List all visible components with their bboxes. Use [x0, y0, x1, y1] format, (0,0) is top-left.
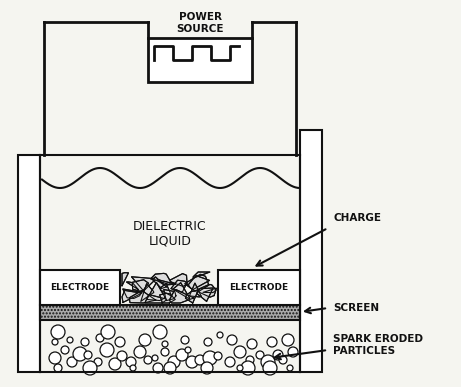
Circle shape: [234, 346, 246, 358]
Polygon shape: [173, 283, 189, 298]
Polygon shape: [141, 284, 154, 301]
Circle shape: [109, 358, 121, 370]
Circle shape: [214, 352, 222, 360]
Circle shape: [84, 351, 92, 359]
Circle shape: [261, 355, 275, 369]
Circle shape: [227, 335, 237, 345]
Bar: [148, 38, 252, 82]
Polygon shape: [171, 280, 187, 292]
Circle shape: [162, 341, 168, 347]
Polygon shape: [151, 273, 171, 284]
Circle shape: [67, 337, 73, 343]
Circle shape: [101, 325, 115, 339]
Circle shape: [217, 332, 223, 338]
Text: POWER
SOURCE: POWER SOURCE: [176, 12, 224, 34]
Polygon shape: [147, 283, 165, 301]
Circle shape: [61, 346, 69, 354]
Circle shape: [279, 356, 287, 364]
Circle shape: [282, 334, 294, 346]
Circle shape: [247, 339, 257, 349]
Bar: [300, 130, 322, 372]
Polygon shape: [188, 276, 210, 289]
Bar: [40, 305, 300, 320]
Text: ELECTRODE: ELECTRODE: [50, 283, 110, 292]
Circle shape: [185, 347, 191, 353]
Circle shape: [246, 356, 254, 364]
Bar: [218, 270, 300, 305]
Polygon shape: [122, 290, 142, 302]
Circle shape: [51, 325, 65, 339]
Polygon shape: [152, 277, 166, 288]
Circle shape: [52, 339, 58, 345]
Circle shape: [256, 351, 264, 359]
Circle shape: [288, 347, 298, 357]
Circle shape: [287, 365, 293, 371]
Bar: [18, 155, 40, 372]
Polygon shape: [197, 288, 213, 301]
Circle shape: [100, 343, 114, 357]
Circle shape: [81, 338, 89, 346]
Polygon shape: [193, 272, 210, 278]
Polygon shape: [189, 283, 201, 297]
Text: ELECTRODE: ELECTRODE: [230, 283, 289, 292]
Polygon shape: [203, 288, 216, 293]
Polygon shape: [164, 289, 176, 301]
Circle shape: [49, 352, 61, 364]
Circle shape: [203, 351, 217, 365]
Circle shape: [115, 337, 125, 347]
Bar: [40, 270, 120, 305]
Polygon shape: [169, 289, 194, 303]
Circle shape: [164, 362, 176, 374]
Text: DIELECTRIC
LIQUID: DIELECTRIC LIQUID: [133, 220, 207, 248]
Polygon shape: [122, 273, 129, 286]
Circle shape: [83, 361, 97, 375]
Polygon shape: [170, 274, 187, 286]
Circle shape: [201, 362, 213, 374]
Circle shape: [237, 365, 243, 371]
Circle shape: [267, 337, 277, 347]
Text: SPARK ERODED
PARTICLES: SPARK ERODED PARTICLES: [333, 334, 423, 356]
Circle shape: [96, 334, 104, 342]
Polygon shape: [160, 283, 172, 296]
Text: CHARGE: CHARGE: [333, 213, 381, 223]
Polygon shape: [185, 291, 198, 303]
Polygon shape: [185, 274, 209, 291]
Circle shape: [273, 350, 283, 360]
Circle shape: [94, 358, 102, 366]
Circle shape: [153, 325, 167, 339]
Polygon shape: [126, 282, 138, 289]
Polygon shape: [123, 289, 142, 298]
Circle shape: [67, 357, 77, 367]
Polygon shape: [132, 280, 148, 292]
Circle shape: [144, 356, 152, 364]
Circle shape: [54, 364, 62, 372]
Circle shape: [176, 349, 188, 361]
Circle shape: [225, 357, 235, 367]
Circle shape: [153, 363, 163, 373]
Polygon shape: [198, 284, 216, 297]
Polygon shape: [145, 295, 166, 303]
Circle shape: [152, 355, 158, 361]
Circle shape: [186, 356, 198, 368]
Text: SCREEN: SCREEN: [333, 303, 379, 313]
Circle shape: [263, 361, 277, 375]
Circle shape: [241, 361, 255, 375]
Polygon shape: [131, 277, 155, 291]
Circle shape: [168, 356, 180, 368]
Circle shape: [161, 348, 169, 356]
Circle shape: [126, 357, 136, 367]
Circle shape: [204, 338, 212, 346]
Circle shape: [130, 365, 136, 371]
Circle shape: [195, 355, 205, 365]
Polygon shape: [130, 291, 156, 303]
Polygon shape: [160, 293, 175, 303]
Polygon shape: [157, 279, 176, 285]
Circle shape: [134, 346, 146, 358]
Circle shape: [139, 334, 151, 346]
Circle shape: [117, 351, 127, 361]
Circle shape: [181, 336, 189, 344]
Circle shape: [73, 347, 87, 361]
